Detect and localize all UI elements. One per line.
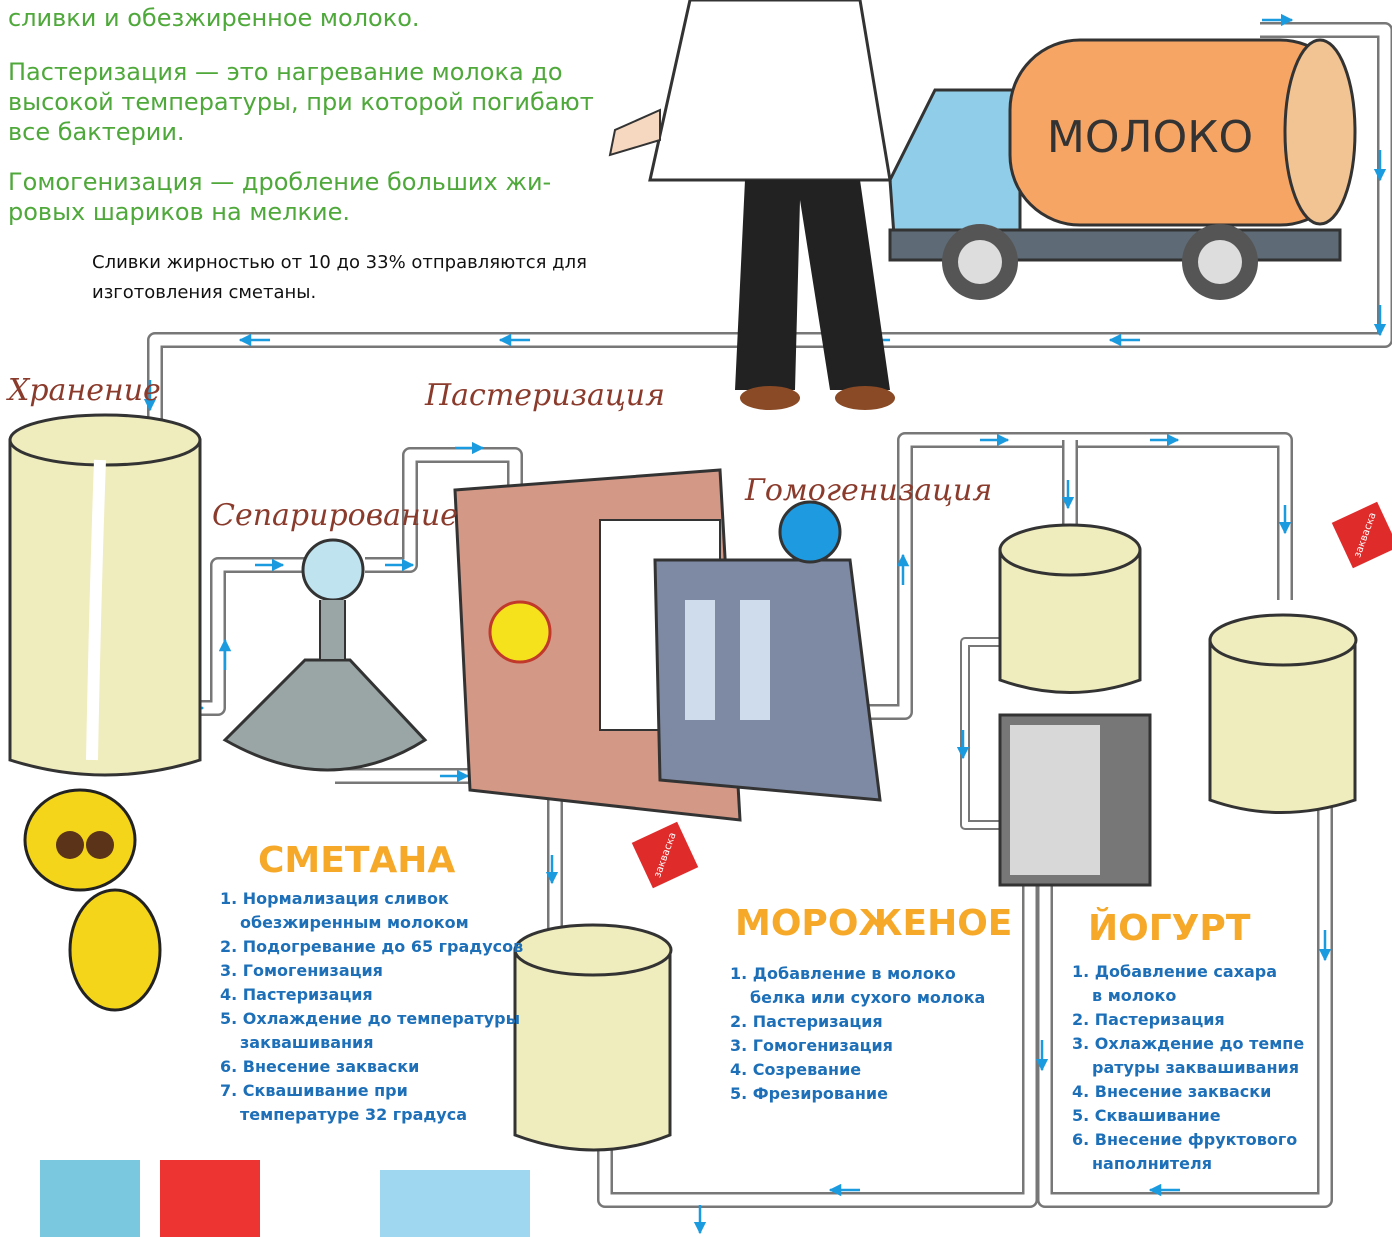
stage-label: Гомогенизация [744, 473, 992, 508]
product-step: температуре 32 градуса [240, 1105, 467, 1124]
product-step: заквашивания [240, 1033, 374, 1052]
product-step: ратуры заквашивания [1092, 1058, 1299, 1077]
truck: МОЛОКО [890, 40, 1355, 300]
diagram: МОЛОКО закваска закваска Хранение Сепари… [0, 0, 1392, 1237]
page: Milk processing {"notes": { "intro": ["с… [0, 0, 1392, 1237]
product-step: 5. Фрезирование [730, 1084, 888, 1103]
stage-label: Хранение [6, 373, 161, 408]
product-step: 6. Внесение закваски [220, 1057, 419, 1076]
product-step: 3. Охлаждение до темпе [1072, 1034, 1304, 1053]
note-line: ровых шариков на мелкие. [8, 198, 350, 226]
product-step: 3. Гомогенизация [220, 961, 383, 980]
product-step: в молоко [1092, 986, 1176, 1005]
product-title: МОРОЖЕНОЕ [735, 903, 1012, 944]
separator [225, 540, 425, 770]
product-step: 1. Нормализация сливок [220, 889, 449, 908]
product-step: 6. Внесение фруктового [1072, 1130, 1297, 1149]
packages [40, 1160, 530, 1237]
product-step: 1. Добавление в молоко [730, 964, 956, 983]
note-line: высокой температуры, при которой погибаю… [8, 88, 594, 116]
product-step: 3. Гомогенизация [730, 1036, 893, 1055]
product-step: 4. Созревание [730, 1060, 861, 1079]
truck-label: МОЛОКО [1047, 112, 1253, 163]
storage-tank [10, 415, 200, 775]
note-line: сливки и обезжиренное молоко. [8, 4, 420, 32]
product-step: 4. Внесение закваски [1072, 1082, 1271, 1101]
product-title: ЙОГУРТ [1088, 907, 1251, 949]
product-step: 2. Пастеризация [730, 1012, 883, 1031]
product-step: белка или сухого молока [750, 988, 985, 1007]
body: МОЛОКО закваска закваска Хранение Сепари… [0, 0, 1392, 1237]
product-title: СМЕТАНА [258, 840, 455, 881]
note-line: все бактерии. [8, 118, 185, 146]
product-step: 1. Добавление сахара [1072, 962, 1277, 981]
product-step: 5. Сквашивание [1072, 1106, 1221, 1125]
product-step: 5. Охлаждение до температуры [220, 1009, 520, 1028]
note-line: Сливки жирностью от 10 до 33% отправляют… [92, 252, 587, 273]
bee [25, 790, 160, 1010]
product-step: наполнителя [1092, 1154, 1212, 1173]
scientist [610, 0, 895, 410]
stage-label: Пастеризация [424, 378, 665, 413]
product-step: 4. Пастеризация [220, 985, 373, 1004]
note-line: Гомогенизация — дробление больших жи- [8, 168, 551, 196]
product-step: 7. Сквашивание при [220, 1081, 408, 1100]
note-line: изготовления сметаны. [92, 282, 316, 303]
product-step: 2. Подогревание до 65 градусов [220, 937, 523, 956]
product-step: 2. Пастеризация [1072, 1010, 1225, 1029]
note-line: Пастеризация — это нагревание молока до [8, 58, 563, 86]
product-step: обезжиренным молоком [240, 913, 469, 932]
stage-label: Сепарирование [212, 498, 458, 533]
